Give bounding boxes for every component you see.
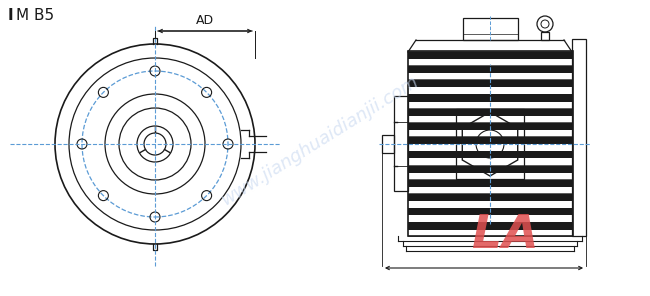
Bar [382, 135, 394, 153]
Text: I: I [8, 8, 14, 23]
Bar [408, 51, 573, 236]
Bar [394, 96, 408, 191]
Text: www.jianghuaidianjii.com: www.jianghuaidianjii.com [218, 73, 422, 209]
Text: M B5: M B5 [16, 8, 54, 23]
Text: LA: LA [472, 213, 538, 258]
Bar [572, 39, 586, 236]
Bar [541, 32, 549, 40]
Text: AD: AD [196, 14, 214, 27]
Bar [456, 109, 524, 179]
Bar [463, 18, 518, 40]
